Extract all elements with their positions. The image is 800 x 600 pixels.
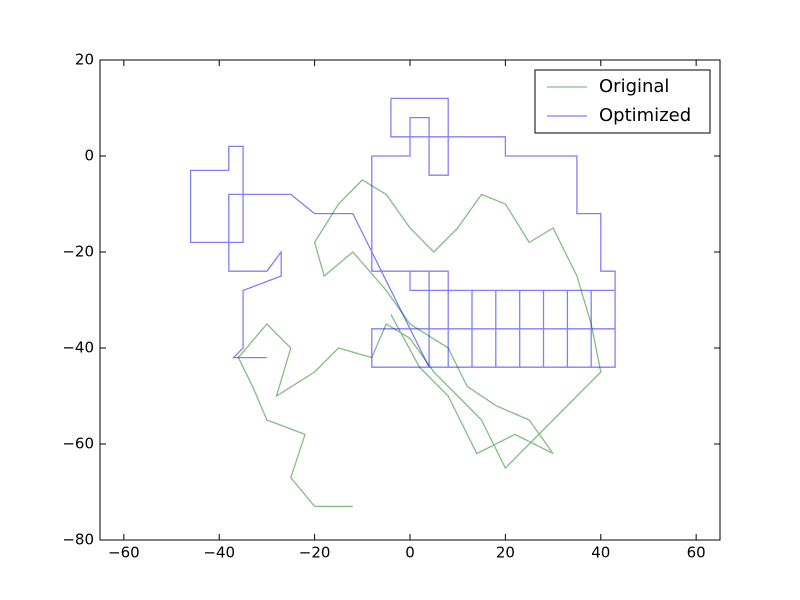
legend-label: Original [599, 76, 669, 97]
series-line [237, 179, 602, 508]
x-tick-label: −40 [203, 544, 235, 562]
legend-box [534, 69, 711, 134]
x-tick-label: 60 [687, 544, 706, 562]
x-tick-label: 20 [496, 544, 515, 562]
y-tick-label: 20 [75, 51, 94, 69]
y-tick-label: −60 [62, 435, 94, 453]
y-tick-label: −80 [62, 531, 94, 549]
x-tick-label: −60 [108, 544, 140, 562]
x-tick-label: 40 [591, 544, 610, 562]
x-tick-label: −20 [299, 544, 331, 562]
legend: Original Optimized [534, 69, 711, 134]
x-tick-label: 0 [405, 544, 415, 562]
legend-label: Optimized [599, 105, 691, 126]
y-tick-label: −40 [62, 339, 94, 357]
series-line [189, 97, 616, 368]
y-tick-label: 0 [84, 147, 94, 165]
y-tick-label: −20 [62, 243, 94, 261]
